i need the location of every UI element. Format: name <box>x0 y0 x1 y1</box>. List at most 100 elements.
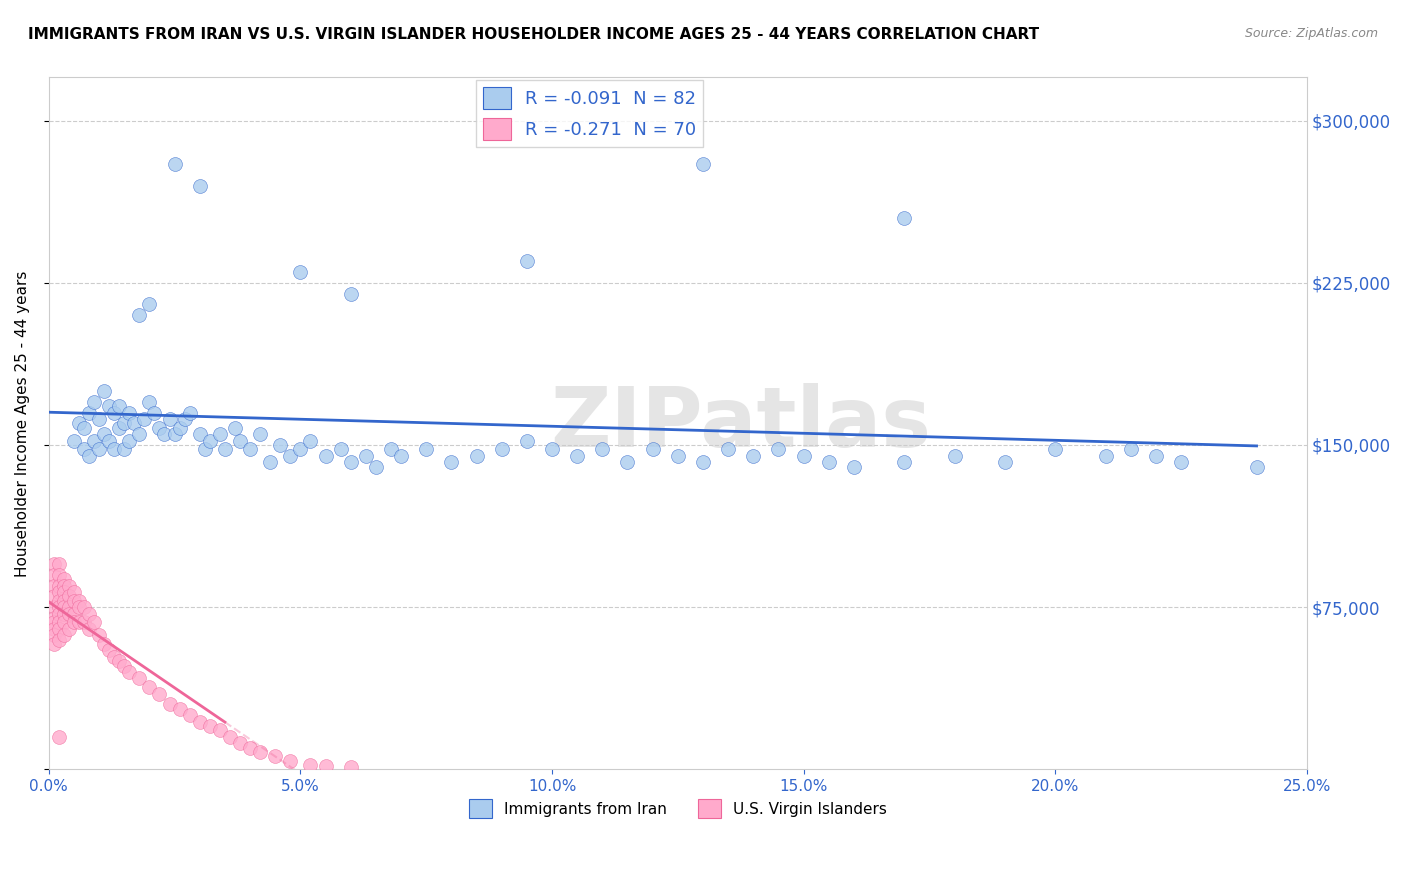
Point <box>692 157 714 171</box>
Point <box>198 719 221 733</box>
Point <box>63 434 86 448</box>
Point <box>128 308 150 322</box>
Point <box>219 730 242 744</box>
Text: ZIPatlas: ZIPatlas <box>550 383 931 464</box>
Point <box>42 600 65 615</box>
Point <box>208 427 231 442</box>
Point <box>48 585 70 599</box>
Point <box>98 434 121 448</box>
Point <box>339 455 361 469</box>
Point <box>138 394 160 409</box>
Point <box>128 427 150 442</box>
Point <box>163 157 186 171</box>
Point <box>108 399 131 413</box>
Point <box>58 590 80 604</box>
Point <box>173 412 195 426</box>
Point <box>194 442 217 457</box>
Point <box>42 611 65 625</box>
Point <box>1144 449 1167 463</box>
Point <box>229 736 252 750</box>
Point <box>188 427 211 442</box>
Point <box>73 442 96 457</box>
Point <box>52 572 75 586</box>
Point <box>77 607 100 621</box>
Point <box>98 399 121 413</box>
Point <box>229 434 252 448</box>
Point <box>380 442 402 457</box>
Point <box>153 427 176 442</box>
Point <box>73 600 96 615</box>
Point <box>48 730 70 744</box>
Point <box>108 654 131 668</box>
Point <box>239 740 262 755</box>
Point <box>239 442 262 457</box>
Point <box>124 417 146 431</box>
Point <box>315 759 337 773</box>
Point <box>169 420 191 434</box>
Point <box>87 442 110 457</box>
Point <box>793 449 815 463</box>
Point <box>48 600 70 615</box>
Point <box>112 442 135 457</box>
Point <box>188 714 211 729</box>
Point <box>52 615 75 630</box>
Point <box>73 615 96 630</box>
Point <box>641 442 664 457</box>
Point <box>112 417 135 431</box>
Point <box>42 567 65 582</box>
Point <box>616 455 638 469</box>
Point <box>83 394 105 409</box>
Point <box>224 420 246 434</box>
Point <box>77 449 100 463</box>
Point <box>943 449 966 463</box>
Point <box>541 442 564 457</box>
Point <box>63 615 86 630</box>
Point <box>249 745 271 759</box>
Point <box>893 211 915 225</box>
Legend: Immigrants from Iran, U.S. Virgin Islanders: Immigrants from Iran, U.S. Virgin Island… <box>463 793 893 824</box>
Point <box>87 412 110 426</box>
Point <box>67 600 90 615</box>
Point <box>48 615 70 630</box>
Point <box>339 760 361 774</box>
Point <box>98 643 121 657</box>
Point <box>299 758 322 772</box>
Point <box>42 557 65 571</box>
Point <box>63 593 86 607</box>
Point <box>67 417 90 431</box>
Point <box>264 749 287 764</box>
Point <box>329 442 352 457</box>
Point <box>179 708 201 723</box>
Point <box>112 658 135 673</box>
Point <box>73 420 96 434</box>
Point <box>290 442 312 457</box>
Point <box>148 687 170 701</box>
Point <box>249 427 271 442</box>
Point <box>269 438 291 452</box>
Point <box>516 254 538 268</box>
Point <box>87 628 110 642</box>
Point <box>198 434 221 448</box>
Point <box>389 449 412 463</box>
Point <box>143 406 166 420</box>
Point <box>354 449 377 463</box>
Point <box>52 578 75 592</box>
Point <box>742 449 765 463</box>
Point <box>48 607 70 621</box>
Point <box>58 578 80 592</box>
Point <box>52 628 75 642</box>
Point <box>148 420 170 434</box>
Point <box>58 607 80 621</box>
Point <box>339 286 361 301</box>
Point <box>491 442 513 457</box>
Point <box>42 578 65 592</box>
Point <box>299 434 322 448</box>
Point <box>1094 449 1116 463</box>
Point <box>103 406 125 420</box>
Y-axis label: Householder Income Ages 25 - 44 years: Householder Income Ages 25 - 44 years <box>15 270 30 576</box>
Point <box>567 449 589 463</box>
Point <box>48 593 70 607</box>
Point <box>52 585 75 599</box>
Point <box>516 434 538 448</box>
Point <box>93 637 115 651</box>
